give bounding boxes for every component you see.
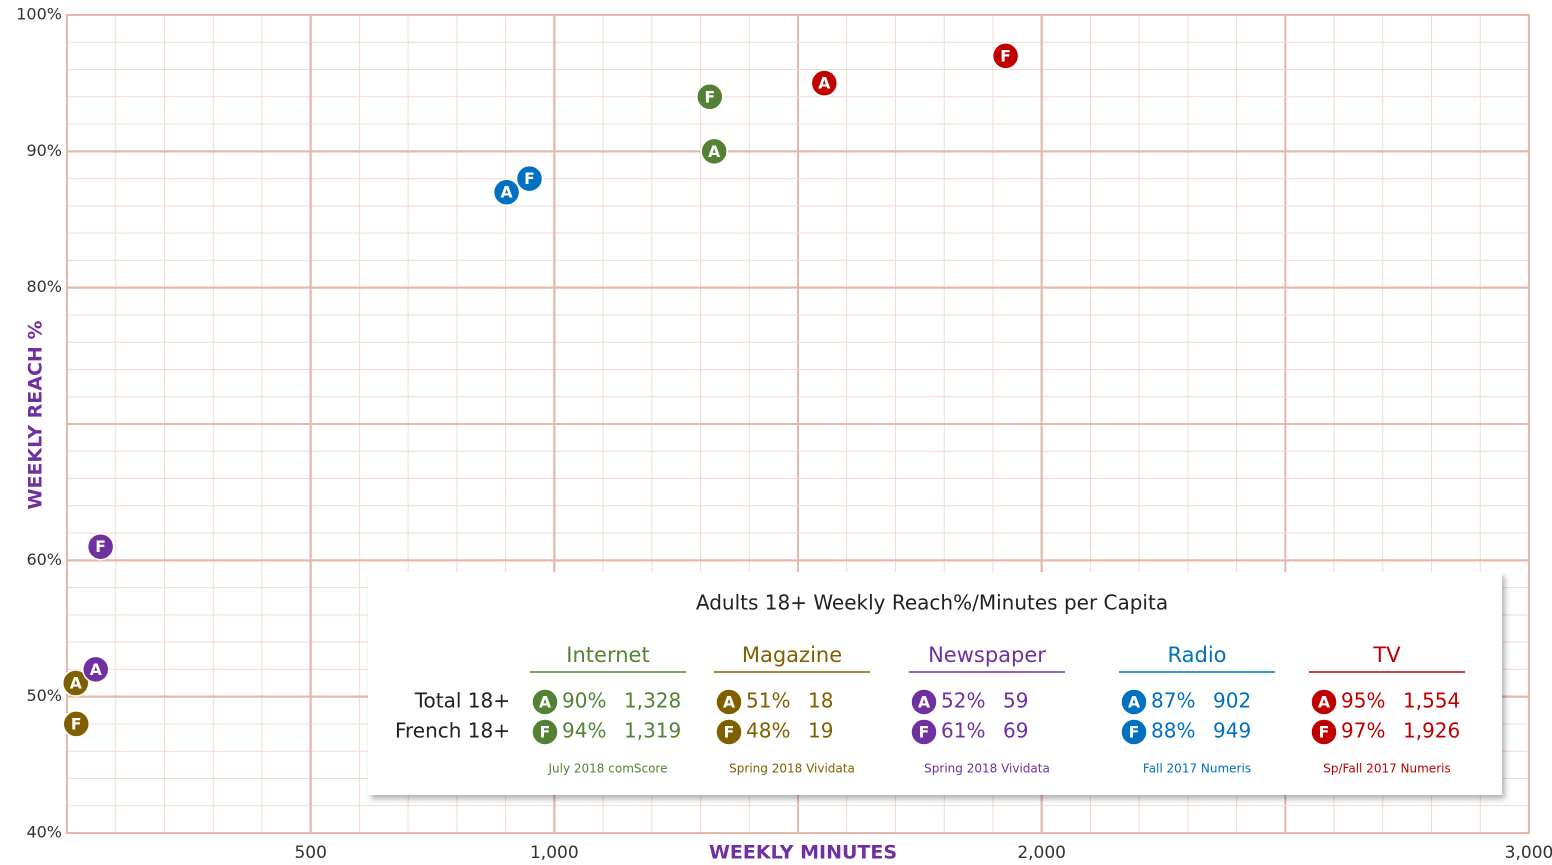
marker-letter: F (71, 715, 82, 733)
legend-marker (1120, 718, 1148, 746)
marker-letter: A (1318, 694, 1330, 712)
legend-marker (910, 688, 938, 716)
legend-reach: 97% (1341, 719, 1385, 743)
legend-source: Fall 2017 Numeris (1143, 762, 1251, 776)
y-tick-label: 80% (26, 277, 62, 296)
point (82, 655, 110, 684)
legend-reach: 87% (1151, 689, 1195, 713)
legend-reach: 88% (1151, 719, 1195, 743)
legend-reach: 94% (562, 719, 606, 743)
y-tick-label: 90% (26, 141, 62, 160)
legend-series-name: Magazine (742, 643, 842, 667)
legend-reach: 48% (746, 719, 790, 743)
marker-letter: A (818, 75, 830, 93)
point (515, 164, 544, 193)
legend-minutes: 1,926 (1403, 719, 1460, 743)
point (62, 710, 91, 738)
legend-box (368, 572, 1502, 795)
x-axis-label: WEEKLY MINUTES (709, 842, 897, 864)
legend-reach: 51% (746, 689, 790, 713)
point (991, 42, 1020, 70)
y-tick-label: 50% (26, 686, 62, 705)
legend-minutes: 1,319 (624, 719, 681, 743)
legend-minutes: 59 (1003, 689, 1028, 713)
point (810, 69, 839, 97)
plot-border (66, 14, 1530, 834)
legend-minutes: 19 (808, 719, 833, 743)
point (62, 669, 90, 697)
legend-marker (715, 718, 743, 746)
marker-letter: F (524, 170, 535, 188)
legend-source: Sp/Fall 2017 Numeris (1323, 762, 1450, 776)
marker-letter: A (918, 694, 930, 712)
marker-letter: A (70, 675, 82, 693)
legend-marker (531, 718, 559, 746)
marker-letter: F (1319, 724, 1330, 742)
marker-letter: A (1128, 694, 1140, 712)
x-tick-label: 2,000 (1017, 843, 1066, 863)
point (700, 137, 728, 166)
marker-letter: A (708, 143, 720, 161)
marker-letter: A (501, 184, 513, 202)
legend-marker (715, 688, 743, 716)
legend-title: Adults 18+ Weekly Reach%/Minutes per Cap… (696, 591, 1168, 615)
legend-reach: 61% (941, 719, 985, 743)
marker-letter: A (90, 661, 102, 679)
marker-letter: F (919, 724, 930, 742)
marker-letter: F (540, 724, 551, 742)
legend-marker (531, 688, 559, 716)
legend-series-name: Internet (566, 643, 649, 667)
legend-row-label: Total 18+ (414, 689, 510, 713)
y-tick-label: 60% (26, 550, 62, 569)
y-tick-label: 40% (26, 823, 62, 842)
legend-source: Spring 2018 Vividata (924, 762, 1050, 776)
x-tick-label: 500 (294, 843, 326, 863)
marker-letter: F (724, 724, 735, 742)
legend-marker (1310, 688, 1338, 716)
legend-series-name: TV (1372, 643, 1401, 667)
legend-reach: 52% (941, 689, 985, 713)
x-tick-label: 1,000 (530, 843, 579, 863)
legend: Adults 18+ Weekly Reach%/Minutes per Cap… (395, 591, 1465, 776)
marker-letter: A (723, 694, 735, 712)
y-tick-label: 100% (16, 5, 62, 24)
point (492, 178, 521, 206)
legend-source: July 2018 comScore (548, 762, 668, 776)
point (696, 83, 724, 111)
legend-minutes: 69 (1003, 719, 1028, 743)
legend-minutes: 902 (1213, 689, 1251, 713)
legend-series-name: Radio (1167, 643, 1226, 667)
marker-letter: F (704, 88, 715, 106)
legend-minutes: 1,554 (1403, 689, 1460, 713)
legend-reach: 90% (562, 689, 606, 713)
legend-minutes: 1,328 (624, 689, 681, 713)
legend-row-label: French 18+ (395, 719, 510, 743)
x-tick-label: 3,000 (1505, 843, 1552, 863)
legend-source: Spring 2018 Vividata (729, 762, 855, 776)
marker-letter: F (1129, 724, 1140, 742)
legend-marker (1310, 718, 1338, 746)
marker-letter: F (1000, 47, 1011, 65)
point (86, 532, 115, 561)
y-axis-label: WEEKLY REACH % (25, 321, 47, 510)
legend-marker (1120, 688, 1148, 716)
legend-minutes: 949 (1213, 719, 1251, 743)
legend-series-name: Newspaper (928, 643, 1046, 667)
marker-letter: A (539, 694, 551, 712)
legend-marker (910, 718, 938, 746)
legend-reach: 95% (1341, 689, 1385, 713)
legend-minutes: 18 (808, 689, 833, 713)
marker-letter: F (95, 538, 106, 556)
